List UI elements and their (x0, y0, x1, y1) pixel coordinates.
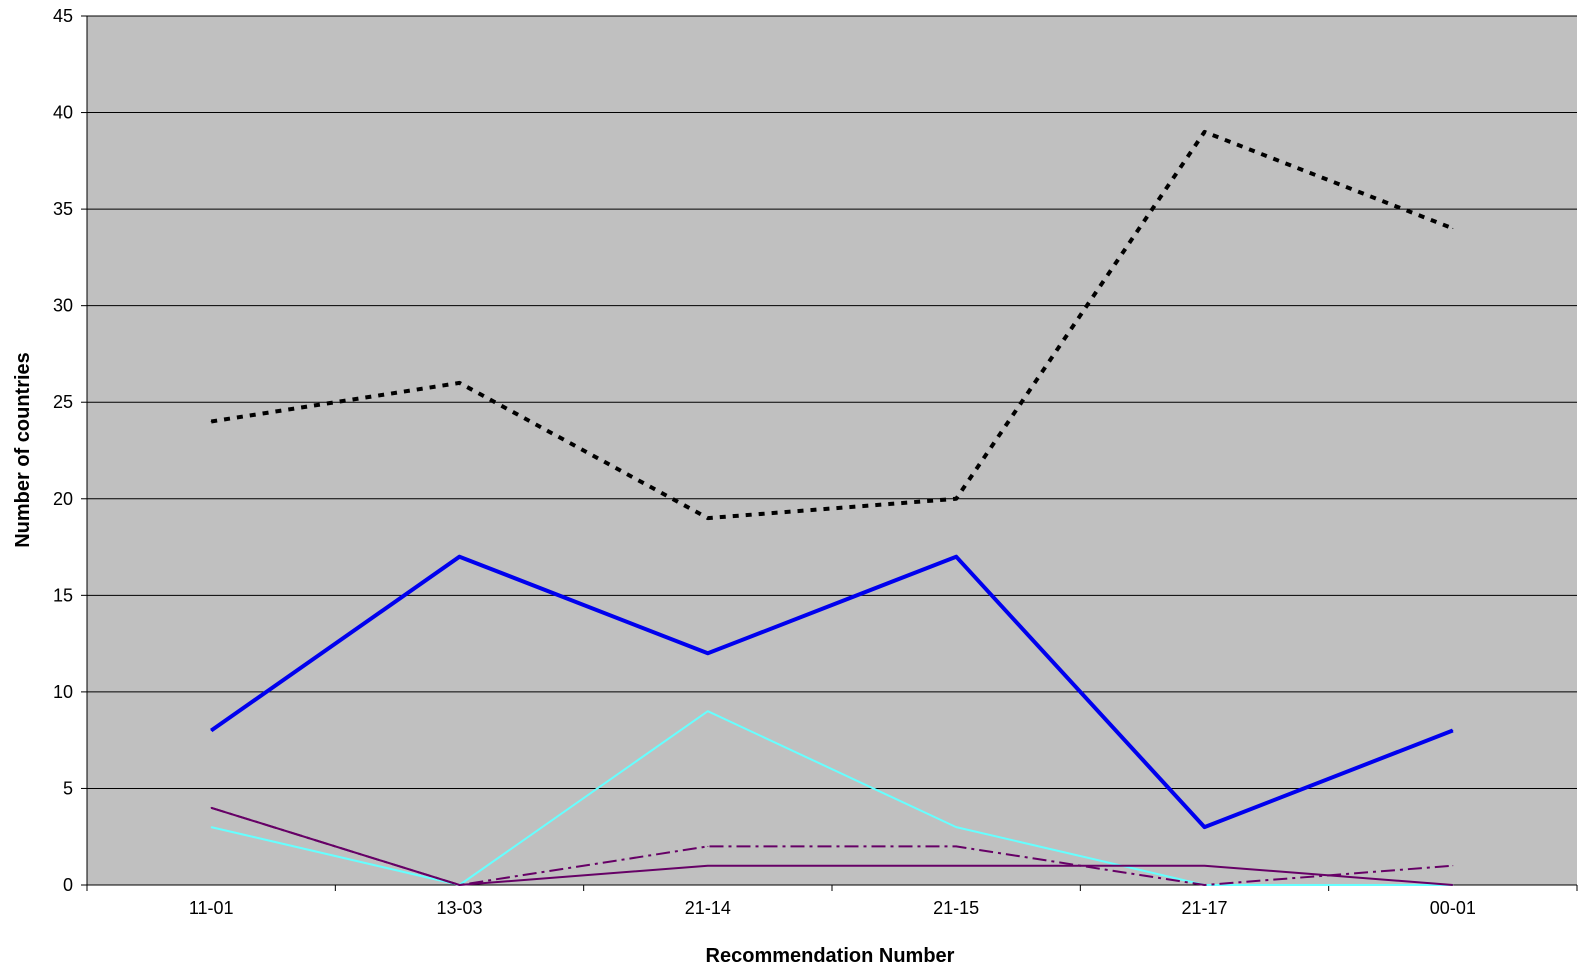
series-line-1 (210, 129, 1454, 521)
series-4-point (955, 845, 957, 847)
series-line-2 (210, 554, 1454, 830)
series-1-point (955, 498, 957, 500)
y-tick-label: 10 (53, 682, 73, 702)
x-tick-labels: 11-01 13-03 21-14 21-15 21-17 00-01 (189, 898, 1476, 918)
series-5-point (459, 884, 460, 886)
series-1-point (210, 421, 212, 423)
series-3-point (955, 826, 957, 828)
plot-area-background (87, 16, 1577, 885)
series-line-5 (210, 806, 1453, 886)
series-1-point (1204, 131, 1205, 133)
series-4-point (1204, 884, 1205, 886)
series-5-point (955, 865, 957, 867)
series-5-point (1452, 884, 1454, 886)
x-tick-label: 00-01 (1430, 898, 1476, 918)
series-5-point (1204, 865, 1205, 867)
series-3-point (707, 710, 709, 712)
x-tick-label: 21-17 (1181, 898, 1227, 918)
series-line-3 (210, 710, 1453, 886)
series-4-point (1452, 865, 1454, 867)
series-2-point (707, 652, 709, 654)
series-2-point (210, 730, 212, 732)
y-axis-title: Number of countries (12, 352, 34, 548)
series-1-point (707, 517, 709, 519)
y-tick-label: 30 (53, 296, 73, 316)
x-tick-label: 21-15 (933, 898, 979, 918)
series-4-point (707, 845, 709, 847)
series-2-point (459, 556, 460, 558)
x-tick-label: 11-01 (189, 898, 234, 918)
x-tick-label: 13-03 (436, 898, 482, 918)
y-tick-label: 5 (63, 778, 73, 798)
series-3-point (210, 826, 212, 828)
y-tick-label: 15 (53, 585, 73, 605)
x-axis-title: Recommendation Number (706, 945, 955, 967)
y-tick-labels: 0 5 10 15 20 25 30 35 40 45 (53, 6, 73, 895)
y-tick-label: 45 (53, 6, 73, 26)
series-1-point (1452, 227, 1454, 229)
series-5-point (707, 865, 709, 867)
series-2-point (955, 556, 957, 558)
y-tick-label: 20 (53, 489, 73, 509)
series-layer (210, 129, 1454, 886)
gridlines (87, 15, 1577, 789)
y-tick-label: 40 (53, 103, 73, 123)
x-tick-label: 21-14 (685, 898, 731, 918)
series-2-point (1452, 730, 1454, 732)
series-5-point (210, 807, 212, 809)
series-1-point (459, 382, 460, 384)
series-2-point (1204, 826, 1205, 828)
y-tick-label: 0 (63, 875, 73, 895)
y-tick-label: 35 (53, 199, 73, 219)
y-tick-label: 25 (53, 392, 73, 412)
